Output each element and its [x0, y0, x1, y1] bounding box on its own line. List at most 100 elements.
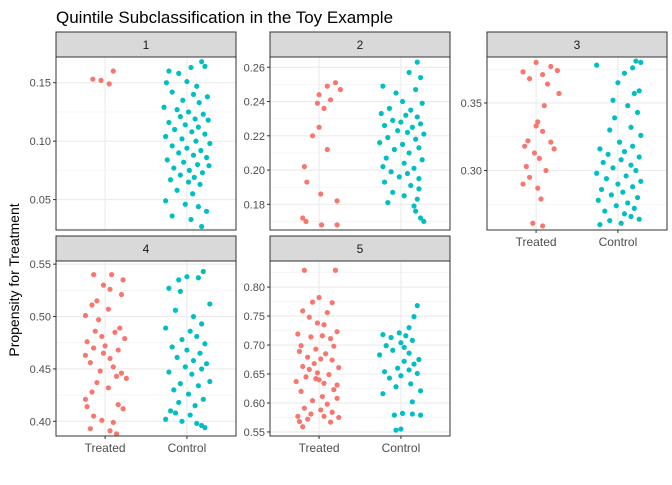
- control-point: [383, 343, 389, 349]
- treated-point: [110, 364, 116, 370]
- control-point: [182, 201, 188, 207]
- control-point: [179, 136, 185, 142]
- control-point: [388, 334, 394, 341]
- treated-point: [332, 267, 339, 273]
- control-point: [383, 155, 389, 161]
- facet-panel: 3 0.30 0.35 Treated Control: [461, 31, 668, 249]
- treated-point: [113, 373, 120, 379]
- control-point: [595, 197, 601, 203]
- y-tick-label: 0.05: [30, 195, 51, 207]
- treated-point: [301, 267, 307, 273]
- control-point: [200, 111, 206, 117]
- treated-point: [300, 424, 306, 430]
- treated-point: [301, 405, 307, 411]
- control-point: [409, 411, 415, 417]
- treated-point: [82, 352, 89, 358]
- control-point: [628, 124, 634, 130]
- control-point: [391, 412, 397, 418]
- control-point: [377, 352, 383, 358]
- control-point: [204, 94, 210, 100]
- control-point: [163, 416, 169, 422]
- control-point: [388, 169, 394, 175]
- control-point: [197, 181, 203, 188]
- treated-point: [82, 312, 89, 319]
- control-point: [207, 378, 213, 385]
- treated-point: [321, 413, 327, 419]
- control-point: [174, 354, 180, 361]
- x-tick-label: Control: [168, 441, 207, 455]
- plot-area: [270, 261, 450, 436]
- facet-panels: 1 0.05 0.10 0.15 2 0.18 0.20 0.22 0.24 0.26 3 0.30 0…: [30, 31, 668, 455]
- control-point: [631, 90, 637, 97]
- panel-border: [269, 260, 451, 437]
- control-point: [638, 178, 644, 184]
- control-point: [625, 103, 631, 109]
- control-point: [197, 350, 203, 356]
- control-point: [202, 63, 208, 69]
- treated-point: [300, 215, 306, 221]
- treated-point: [334, 329, 340, 335]
- treated-point: [321, 380, 327, 386]
- treated-point: [541, 103, 547, 109]
- control-point: [634, 109, 641, 116]
- control-point: [386, 105, 393, 111]
- control-point: [621, 211, 628, 217]
- treated-point: [300, 363, 306, 370]
- facet-strip-label: 5: [357, 242, 364, 256]
- treated-point: [87, 426, 93, 432]
- control-point: [399, 410, 406, 417]
- treated-point: [115, 347, 121, 353]
- control-point: [206, 163, 212, 169]
- control-point: [636, 216, 642, 222]
- control-point: [404, 170, 411, 177]
- control-point: [628, 213, 634, 220]
- control-point: [176, 150, 182, 156]
- treated-point: [535, 185, 541, 191]
- treated-point: [324, 146, 330, 153]
- control-point: [179, 418, 185, 424]
- control-point: [185, 391, 192, 397]
- treated-point: [538, 196, 544, 202]
- treated-point: [540, 71, 546, 78]
- treated-point: [110, 419, 116, 425]
- x-tick-label: Treated: [516, 235, 557, 249]
- control-point: [628, 162, 634, 168]
- treated-point: [309, 398, 316, 404]
- control-point: [184, 274, 190, 280]
- control-point: [381, 369, 388, 375]
- control-point: [618, 220, 624, 226]
- y-tick-label: 0.20: [244, 165, 265, 177]
- control-point: [408, 381, 414, 387]
- control-point: [398, 340, 404, 346]
- treated-point: [331, 387, 337, 393]
- control-point: [171, 165, 177, 171]
- control-point: [610, 165, 616, 171]
- control-point: [195, 383, 201, 389]
- treated-point: [306, 366, 312, 372]
- control-point: [195, 204, 201, 210]
- control-point: [598, 186, 605, 193]
- treated-point: [536, 155, 542, 161]
- treated-point: [303, 218, 309, 225]
- y-tick-label: 0.24: [244, 97, 265, 109]
- treated-point: [298, 343, 304, 349]
- y-tick-label: 0.55: [30, 259, 51, 271]
- treated-point: [533, 59, 539, 66]
- control-point: [413, 208, 419, 214]
- x-tick-label: Treated: [299, 441, 340, 455]
- treated-point: [308, 334, 314, 340]
- treated-point: [107, 428, 113, 434]
- control-point: [199, 223, 205, 230]
- control-point: [630, 143, 636, 149]
- control-point: [395, 365, 401, 371]
- control-point: [613, 203, 619, 209]
- treated-point: [316, 92, 322, 98]
- control-point: [184, 347, 190, 353]
- treated-point: [295, 331, 301, 337]
- treated-point: [327, 336, 334, 342]
- y-tick-label: 0.50: [30, 312, 51, 324]
- treated-point: [318, 222, 325, 228]
- control-point: [413, 86, 419, 93]
- treated-point: [543, 167, 549, 174]
- control-point: [380, 164, 386, 170]
